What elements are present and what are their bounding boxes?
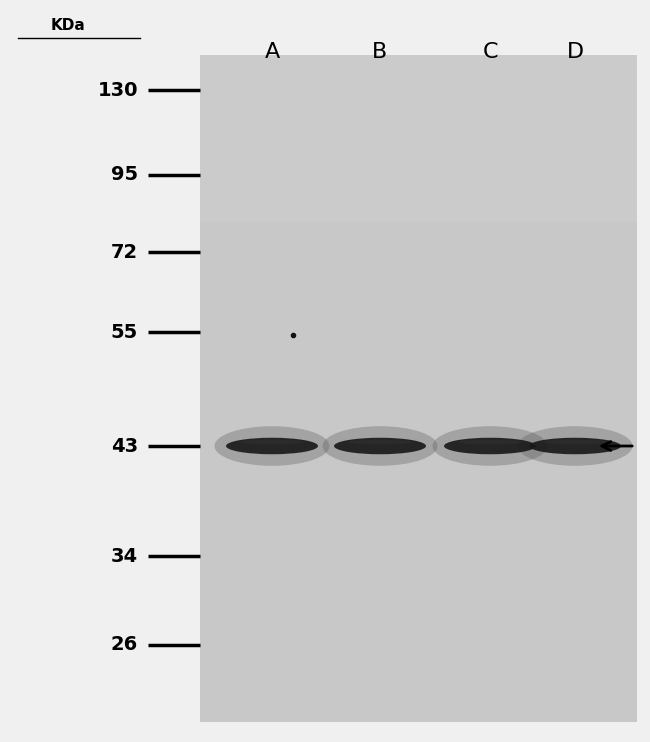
- Ellipse shape: [543, 439, 607, 444]
- Ellipse shape: [240, 439, 304, 444]
- Ellipse shape: [226, 438, 318, 454]
- Text: 34: 34: [111, 547, 138, 565]
- Ellipse shape: [432, 426, 547, 466]
- Ellipse shape: [444, 438, 536, 454]
- Text: C: C: [482, 42, 498, 62]
- Ellipse shape: [214, 426, 330, 466]
- Text: 55: 55: [111, 323, 138, 341]
- Text: KDa: KDa: [51, 18, 85, 33]
- Ellipse shape: [517, 426, 632, 466]
- Text: 95: 95: [111, 165, 138, 185]
- Text: A: A: [265, 42, 279, 62]
- Ellipse shape: [529, 438, 621, 454]
- Text: 26: 26: [111, 635, 138, 654]
- Text: 43: 43: [111, 436, 138, 456]
- Bar: [200, 55, 637, 222]
- Ellipse shape: [348, 439, 412, 444]
- Text: 72: 72: [111, 243, 138, 261]
- Text: D: D: [566, 42, 584, 62]
- Ellipse shape: [334, 438, 426, 454]
- Ellipse shape: [458, 439, 522, 444]
- Ellipse shape: [322, 426, 437, 466]
- Bar: [200, 55, 637, 722]
- Text: 130: 130: [98, 80, 138, 99]
- Text: B: B: [372, 42, 387, 62]
